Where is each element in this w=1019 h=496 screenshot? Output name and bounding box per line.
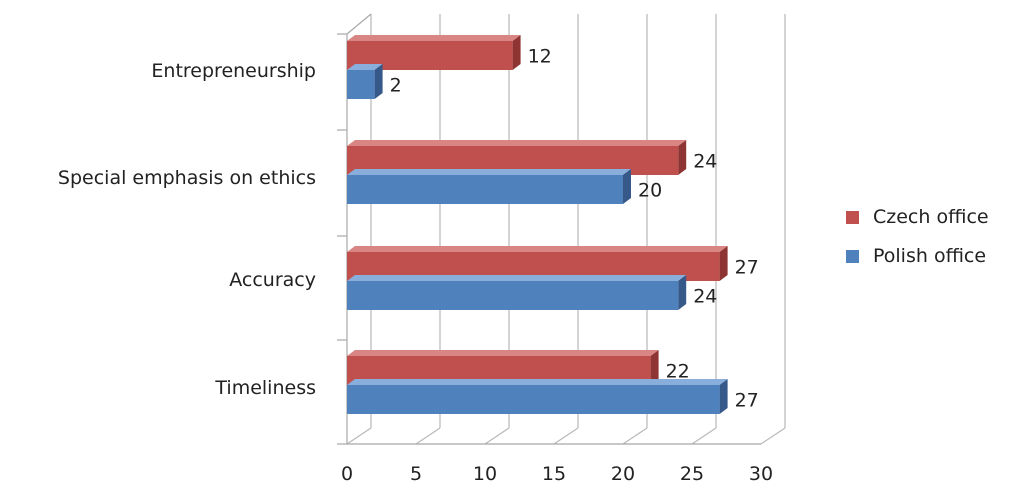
data-label: 27 [735,257,759,279]
bar-top-face [347,350,659,356]
bar-front-face [347,175,623,204]
bar [347,379,728,414]
legend: Czech office Polish office [846,206,989,284]
bar-side-face [719,379,728,414]
legend-item-czech-office: Czech office [846,206,989,228]
bar-top-face [347,35,521,41]
legend-swatch-polish [846,249,859,263]
bar [347,275,687,310]
data-label: 22 [666,361,690,383]
data-label: 20 [638,180,662,202]
legend-swatch-czech [846,210,859,224]
category-label: Entrepreneurship [151,60,316,82]
data-label: 2 [390,75,402,97]
bar-front-face [347,70,375,99]
bars-layer [347,35,728,414]
x-tick-label: 5 [410,463,422,485]
data-label: 27 [735,390,759,412]
floor-gridline [622,427,648,445]
floor-gridline [346,427,372,445]
bar-top-face [347,246,728,252]
data-labels-layer: 12 2 24 20 27 24 22 27 [390,46,759,412]
x-tick-label: 30 [749,463,773,485]
bar [347,64,383,99]
x-tick-label: 15 [542,463,566,485]
legend-label-polish: Polish office [873,245,987,267]
bar [347,169,631,204]
bar-front-face [347,281,679,310]
floor-gridline [760,427,786,445]
category-label: Timeliness [214,377,316,399]
data-label: 24 [693,286,717,308]
bar-top-face [347,275,687,281]
data-label: 24 [693,151,717,173]
bar-side-face [678,275,687,310]
left-wall-top-edge [346,13,372,35]
bar-side-face [719,246,728,281]
x-tick-label: 20 [611,463,635,485]
floor-gridline [553,427,579,445]
category-label: Special emphasis on ethics [58,167,316,189]
category-tick-layer [337,33,347,445]
floor-gridline [484,427,510,445]
bar-top-face [347,379,728,385]
x-axis-tick-layer: 0 5 10 15 20 25 30 [341,463,773,485]
floor-gridline [415,427,441,445]
x-tick-label: 25 [680,463,704,485]
category-label: Accuracy [229,269,316,291]
bar-side-face [374,64,383,99]
category-labels-layer: Entrepreneurship Special emphasis on ethi… [58,60,316,399]
bar-side-face [678,140,687,175]
legend-item-polish-office: Polish office [846,245,989,267]
floor-gridline [691,427,717,445]
x-tick-label: 0 [341,463,353,485]
bar-top-face [347,140,687,146]
bar-top-face [347,169,631,175]
bar-side-face [650,350,659,385]
bar-top-face [347,64,383,70]
bar-side-face [512,35,521,70]
data-label: 12 [528,46,552,68]
bar-front-face [347,385,720,414]
legend-label-czech: Czech office [873,206,989,228]
bar-side-face [623,169,631,204]
x-tick-label: 10 [473,463,497,485]
